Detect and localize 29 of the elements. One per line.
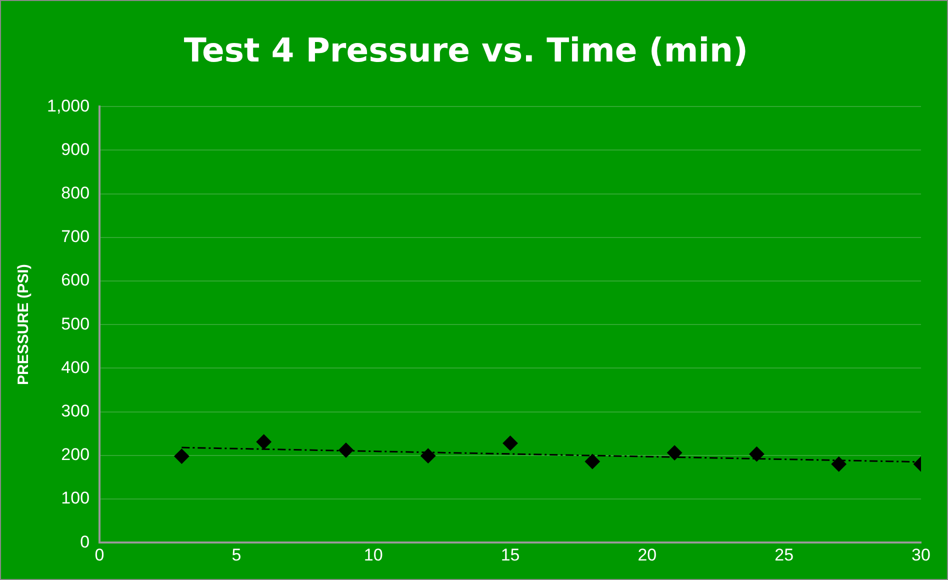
x-tick-label: 15 — [500, 545, 520, 564]
y-tick-label: 800 — [61, 183, 90, 202]
point — [420, 448, 436, 464]
y-tick-label: 700 — [61, 227, 90, 246]
x-tick-label: 30 — [912, 545, 930, 564]
y-axis-title: PRESSURE (PSI) — [15, 264, 32, 386]
point — [256, 434, 272, 450]
point — [502, 436, 518, 451]
y-tick-label: 400 — [61, 358, 90, 377]
point — [749, 446, 764, 462]
point — [174, 448, 190, 464]
y-tick-label: 1,000 — [46, 96, 90, 116]
y-tick-label: 500 — [61, 314, 90, 334]
point — [584, 454, 600, 470]
point — [667, 445, 682, 460]
x-tick-label: 10 — [364, 545, 383, 564]
y-tick-label: 0 — [80, 532, 90, 552]
x-tick-label: 25 — [774, 545, 794, 564]
point — [338, 442, 354, 458]
x-tick-label: 20 — [638, 545, 657, 564]
point — [831, 456, 846, 472]
y-tick-label: 900 — [61, 140, 90, 159]
y-tick-label: 100 — [61, 488, 90, 508]
chart-title: Test 4 Pressure vs. Time (min) — [184, 30, 748, 70]
y-tick-label: 300 — [61, 401, 90, 420]
x-tick-label: 0 — [94, 545, 104, 564]
y-tick-label: 200 — [61, 445, 90, 464]
x-tick-label: 5 — [232, 545, 242, 564]
y-tick-label: 600 — [61, 270, 90, 290]
